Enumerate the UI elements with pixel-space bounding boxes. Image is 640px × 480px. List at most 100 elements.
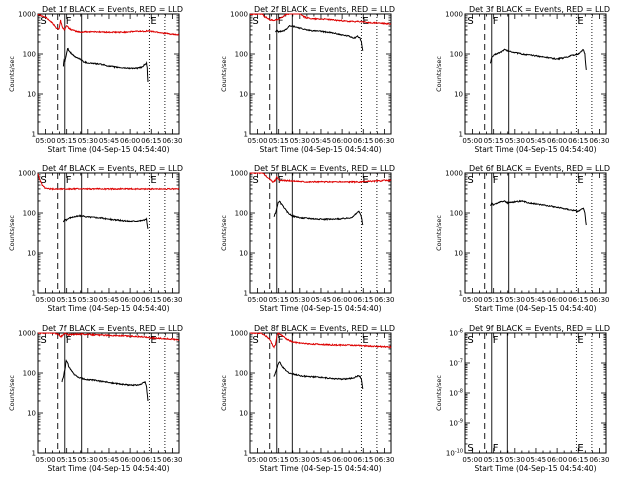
y-axis-label: Counts/sec	[435, 375, 443, 411]
x-tick-label: 06:30	[162, 456, 182, 464]
y-tick-label: 100	[23, 370, 36, 378]
x-axis-label: Start Time (04-Sep-15 04:54:40)	[475, 464, 597, 473]
x-axis-label: Start Time (04-Sep-15 04:54:40)	[260, 464, 382, 473]
x-tick-label: 05:15	[484, 137, 504, 145]
marker-label-s: S	[40, 335, 46, 346]
x-tick-label: 05:15	[269, 137, 289, 145]
x-tick-label: 05:00	[462, 137, 482, 145]
lld-series-line	[37, 173, 180, 191]
marker-label-s: S	[467, 335, 473, 346]
y-axis-label: Counts/sec	[8, 56, 16, 92]
panel-title: Det 6f BLACK = Events, RED = LLD	[469, 164, 610, 173]
marker-label-f: F	[493, 175, 499, 186]
y-tick-label: 1000	[445, 170, 463, 178]
y-tick-label: 1000	[445, 11, 463, 19]
marker-label-s: S	[252, 16, 258, 27]
y-tick-label: 10	[454, 250, 463, 258]
y-axis-label: Counts/sec	[8, 215, 16, 251]
x-tick-label: 05:30	[290, 137, 310, 145]
marker-label-s: S	[467, 175, 473, 186]
x-tick-label: 06:30	[374, 137, 394, 145]
x-tick-label: 05:15	[57, 456, 77, 464]
y-tick-label: 10-7	[449, 359, 463, 368]
panel-title: Det 1f BLACK = Events, RED = LLD	[42, 5, 183, 14]
events-series-line	[489, 199, 587, 226]
panel-title: Det 8f BLACK = Events, RED = LLD	[254, 324, 395, 333]
y-tick-label: 10-6	[449, 329, 463, 338]
marker-label-e: E	[150, 16, 156, 27]
x-tick-label: 05:00	[247, 456, 267, 464]
plot-frame	[464, 332, 607, 454]
panel-title: Det 5f BLACK = Events, RED = LLD	[254, 164, 395, 173]
marker-label-e: E	[577, 335, 583, 346]
y-tick-label: 100	[235, 210, 248, 218]
y-tick-label: 1	[244, 131, 248, 139]
x-tick-label: 06:15	[353, 296, 373, 304]
y-tick-label: 1000	[18, 11, 36, 19]
x-tick-label: 06:30	[162, 296, 182, 304]
y-tick-label: 1000	[230, 330, 248, 338]
x-tick-label: 06:30	[589, 296, 609, 304]
panel-det-4: Det 4f BLACK = Events, RED = LLD 1 10 100 10…	[8, 164, 183, 313]
panel-det-8: Det 8f BLACK = Events, RED = LLD 1 10 100 10…	[220, 324, 395, 473]
x-tick-label: 05:45	[311, 296, 331, 304]
lld-series-line	[249, 13, 392, 25]
panel-det-7: Det 7f BLACK = Events, RED = LLD 1 10 100 10…	[8, 324, 183, 473]
marker-label-f: F	[66, 335, 72, 346]
events-series-line	[489, 48, 587, 70]
x-tick-label: 06:00	[332, 137, 352, 145]
y-tick-label: 10	[239, 410, 248, 418]
panel-det-6: Det 6f BLACK = Events, RED = LLD 1 10 100 10…	[435, 164, 610, 313]
x-axis-label: Start Time (04-Sep-15 04:54:40)	[475, 145, 597, 154]
panel-det-1: Det 1f BLACK = Events, RED = LLD 1 10 100 10…	[8, 5, 183, 154]
events-series-line	[62, 214, 149, 229]
x-tick-label: 05:15	[269, 456, 289, 464]
x-tick-label: 05:30	[505, 137, 525, 145]
x-tick-label: 05:00	[35, 137, 55, 145]
events-series-line	[274, 24, 364, 51]
y-tick-label: 1	[32, 290, 36, 298]
panel-title: Det 2f BLACK = Events, RED = LLD	[254, 5, 395, 14]
marker-label-f: F	[278, 335, 284, 346]
x-tick-label: 06:30	[589, 137, 609, 145]
y-tick-label: 100	[23, 210, 36, 218]
y-tick-label: 1	[244, 450, 248, 458]
y-tick-label: 1	[459, 290, 463, 298]
x-tick-label: 06:30	[589, 456, 609, 464]
x-tick-label: 06:30	[374, 296, 394, 304]
x-tick-label: 06:15	[568, 137, 588, 145]
plot-frame	[37, 332, 180, 454]
x-tick-label: 05:30	[78, 456, 98, 464]
y-tick-label: 1000	[230, 11, 248, 19]
panel-det-5: Det 5f BLACK = Events, RED = LLD 1 10 100 10…	[220, 164, 395, 313]
marker-label-e: E	[577, 443, 583, 454]
plot-frame	[37, 172, 180, 294]
x-tick-label: 05:45	[99, 137, 119, 145]
x-tick-label: 05:30	[78, 137, 98, 145]
y-tick-label: 1000	[18, 170, 36, 178]
y-axis-label: Counts/sec	[220, 56, 228, 92]
events-series-line	[61, 359, 149, 402]
y-tick-label: 1000	[230, 170, 248, 178]
x-tick-label: 05:45	[99, 456, 119, 464]
marker-label-e: E	[577, 175, 583, 186]
x-tick-label: 05:30	[290, 456, 310, 464]
marker-label-s: S	[252, 335, 258, 346]
plot-frame	[37, 13, 180, 135]
panel-det-2: Det 2f BLACK = Events, RED = LLD 1 10 100 10…	[220, 5, 395, 154]
y-tick-label: 10	[454, 91, 463, 99]
y-tick-label: 1	[32, 450, 36, 458]
plot-frame	[249, 172, 392, 294]
x-tick-label: 06:15	[353, 137, 373, 145]
marker-label-f: F	[66, 16, 72, 27]
plot-frame	[464, 172, 607, 294]
x-tick-label: 06:15	[353, 456, 373, 464]
y-tick-label: 100	[450, 210, 463, 218]
x-tick-label: 05:30	[78, 296, 98, 304]
panel-title: Det 3f BLACK = Events, RED = LLD	[469, 5, 610, 14]
x-tick-label: 05:00	[247, 137, 267, 145]
x-tick-label: 06:30	[162, 137, 182, 145]
panel-det-3: Det 3f BLACK = Events, RED = LLD 1 10 100 10…	[435, 5, 610, 154]
marker-label-s: S	[252, 175, 258, 186]
y-axis-label: Counts/sec	[435, 56, 443, 92]
